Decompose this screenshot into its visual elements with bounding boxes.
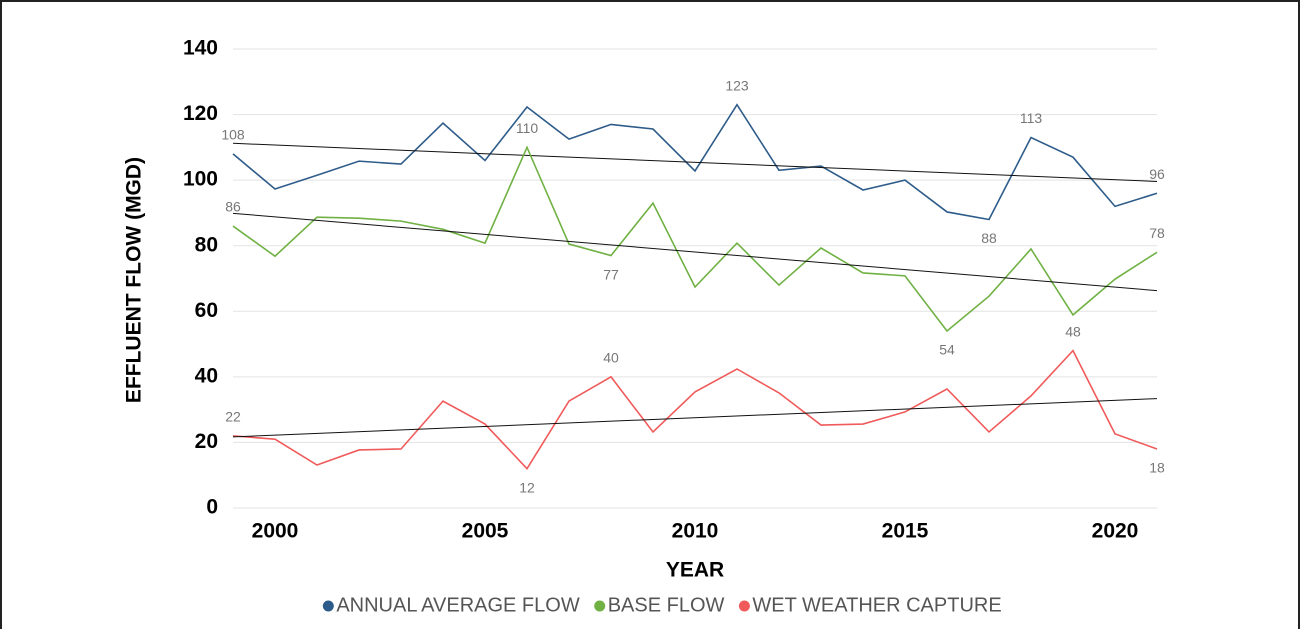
legend-marker <box>594 600 606 612</box>
data-label: 22 <box>225 409 241 425</box>
legend-label: ANNUAL AVERAGE FLOW <box>336 594 580 616</box>
y-tick-label: 80 <box>195 233 218 256</box>
series-line <box>232 349 1158 470</box>
trendline <box>232 142 1158 182</box>
y-axis-title: EFFLUENT FLOW (MGD) <box>123 157 146 403</box>
y-tick-label: 40 <box>195 364 218 387</box>
x-tick-label: 2010 <box>672 520 719 543</box>
x-axis-title: YEAR <box>666 559 724 582</box>
y-tick-label: 0 <box>206 496 218 519</box>
data-label: 113 <box>1020 110 1043 126</box>
data-label: 40 <box>603 350 619 366</box>
data-label: 54 <box>939 342 955 358</box>
legend-marker <box>738 600 750 612</box>
legend-marker <box>322 600 334 612</box>
y-tick-label: 120 <box>183 102 218 125</box>
y-tick-label: 60 <box>195 299 218 322</box>
data-label: 88 <box>981 230 997 246</box>
trendline <box>232 398 1158 438</box>
data-label: 48 <box>1065 323 1081 339</box>
y-tick-label: 100 <box>183 168 218 191</box>
y-tick-label: 140 <box>183 37 218 60</box>
series-line <box>232 145 1158 333</box>
x-tick-label: 2005 <box>462 520 509 543</box>
series-line <box>232 103 1158 221</box>
data-label: 78 <box>1149 225 1165 241</box>
data-label: 86 <box>225 199 241 215</box>
x-tick-label: 2020 <box>1092 520 1139 543</box>
x-tick-label: 2015 <box>882 520 929 543</box>
data-label: 110 <box>516 120 539 136</box>
y-tick-label: 20 <box>195 430 218 453</box>
data-label: 96 <box>1149 166 1165 182</box>
x-tick-label: 2000 <box>252 520 299 543</box>
legend-label: WET WEATHER CAPTURE <box>752 594 1001 616</box>
data-label: 12 <box>519 479 535 495</box>
legend-label: BASE FLOW <box>608 594 725 616</box>
data-label: 77 <box>603 266 619 282</box>
trendline <box>232 212 1158 292</box>
data-label: 108 <box>221 127 245 143</box>
data-label: 18 <box>1149 460 1165 476</box>
data-label: 123 <box>725 77 749 93</box>
